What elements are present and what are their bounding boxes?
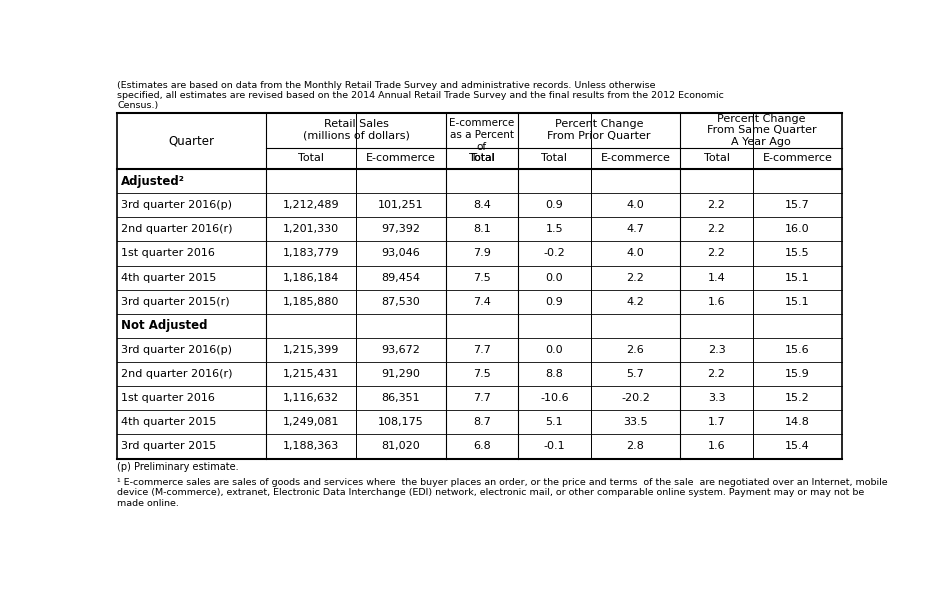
Text: 81,020: 81,020: [381, 441, 420, 452]
Text: 1,215,399: 1,215,399: [283, 345, 340, 355]
Text: -0.1: -0.1: [544, 441, 565, 452]
Text: 4.2: 4.2: [626, 297, 644, 307]
Text: 1.4: 1.4: [708, 273, 725, 283]
Text: 15.1: 15.1: [785, 297, 810, 307]
Text: 15.9: 15.9: [785, 369, 810, 379]
Text: 1,185,880: 1,185,880: [283, 297, 340, 307]
Text: 1,186,184: 1,186,184: [283, 273, 340, 283]
Text: 1,212,489: 1,212,489: [283, 201, 340, 210]
Text: 3rd quarter 2016(p): 3rd quarter 2016(p): [122, 201, 232, 210]
Text: -10.6: -10.6: [540, 393, 569, 403]
Text: 2.2: 2.2: [708, 369, 725, 379]
Text: ¹ E-commerce sales are sales of goods and services where  the buyer places an or: ¹ E-commerce sales are sales of goods an…: [117, 478, 887, 508]
Text: 1.6: 1.6: [708, 441, 725, 452]
Text: 8.7: 8.7: [473, 417, 490, 427]
Text: 4.7: 4.7: [626, 224, 644, 234]
Text: Percent Change
From Prior Quarter: Percent Change From Prior Quarter: [548, 120, 651, 141]
Text: 108,175: 108,175: [378, 417, 424, 427]
Text: 15.1: 15.1: [785, 273, 810, 283]
Text: 0.9: 0.9: [546, 201, 563, 210]
Text: E-commerce: E-commerce: [366, 154, 435, 164]
Text: 15.2: 15.2: [785, 393, 810, 403]
Text: 1,183,779: 1,183,779: [283, 249, 340, 258]
Text: 1,249,081: 1,249,081: [283, 417, 340, 427]
Text: 4th quarter 2015: 4th quarter 2015: [122, 417, 217, 427]
Text: 7.9: 7.9: [473, 249, 490, 258]
Text: 8.8: 8.8: [546, 369, 563, 379]
Text: 33.5: 33.5: [623, 417, 648, 427]
Text: Quarter: Quarter: [168, 134, 214, 148]
Text: 5.1: 5.1: [546, 417, 563, 427]
Text: 1,215,431: 1,215,431: [283, 369, 339, 379]
Text: 3rd quarter 2015: 3rd quarter 2015: [122, 441, 216, 452]
Text: 2.8: 2.8: [626, 441, 644, 452]
Text: 6.8: 6.8: [473, 441, 490, 452]
Text: Total: Total: [704, 154, 729, 164]
Text: 15.6: 15.6: [785, 345, 810, 355]
Text: Adjusted²: Adjusted²: [122, 174, 185, 187]
Text: 2nd quarter 2016(r): 2nd quarter 2016(r): [122, 224, 233, 234]
Text: 93,672: 93,672: [381, 345, 420, 355]
Text: (Estimates are based on data from the Monthly Retail Trade Survey and administra: (Estimates are based on data from the Mo…: [117, 80, 724, 110]
Text: 3.3: 3.3: [708, 393, 725, 403]
Text: 97,392: 97,392: [381, 224, 420, 234]
Text: 2nd quarter 2016(r): 2nd quarter 2016(r): [122, 369, 233, 379]
Text: 1.5: 1.5: [546, 224, 563, 234]
Text: 1.7: 1.7: [708, 417, 725, 427]
Text: E-commerce: E-commerce: [763, 154, 832, 164]
Text: -20.2: -20.2: [621, 393, 650, 403]
Text: 5.7: 5.7: [626, 369, 644, 379]
Text: Total: Total: [469, 154, 495, 164]
Text: Percent Change
From Same Quarter
A Year Ago: Percent Change From Same Quarter A Year …: [707, 114, 816, 147]
Text: 2.2: 2.2: [708, 224, 725, 234]
Text: 2.2: 2.2: [708, 249, 725, 258]
Text: 7.5: 7.5: [473, 369, 490, 379]
Text: 4.0: 4.0: [626, 201, 644, 210]
Text: 15.7: 15.7: [785, 201, 810, 210]
Text: 15.5: 15.5: [785, 249, 810, 258]
Text: 3rd quarter 2016(p): 3rd quarter 2016(p): [122, 345, 232, 355]
Text: 1st quarter 2016: 1st quarter 2016: [122, 249, 215, 258]
Text: 0.0: 0.0: [546, 273, 563, 283]
Text: 0.0: 0.0: [546, 345, 563, 355]
Text: 7.4: 7.4: [473, 297, 490, 307]
Text: 8.4: 8.4: [473, 201, 490, 210]
Text: 14.8: 14.8: [785, 417, 810, 427]
Text: 1.6: 1.6: [708, 297, 725, 307]
Text: 7.5: 7.5: [473, 273, 490, 283]
Text: 3rd quarter 2015(r): 3rd quarter 2015(r): [122, 297, 230, 307]
Text: E-commerce
as a Percent
of
Total: E-commerce as a Percent of Total: [449, 118, 515, 163]
Text: 15.4: 15.4: [785, 441, 810, 452]
Text: 87,530: 87,530: [381, 297, 420, 307]
Text: 8.1: 8.1: [473, 224, 490, 234]
Text: Total: Total: [541, 154, 567, 164]
Text: 86,351: 86,351: [382, 393, 420, 403]
Text: Not Adjusted: Not Adjusted: [122, 320, 208, 333]
Text: 101,251: 101,251: [378, 201, 424, 210]
Text: 7.7: 7.7: [473, 393, 490, 403]
Text: Retail Sales
(millions of dollars): Retail Sales (millions of dollars): [302, 120, 409, 141]
Text: 89,454: 89,454: [381, 273, 420, 283]
Text: 91,290: 91,290: [381, 369, 420, 379]
Text: Total: Total: [299, 154, 324, 164]
Text: 2.2: 2.2: [626, 273, 644, 283]
Text: 1st quarter 2016: 1st quarter 2016: [122, 393, 215, 403]
Text: 1,188,363: 1,188,363: [283, 441, 339, 452]
Text: 0.9: 0.9: [546, 297, 563, 307]
Text: 16.0: 16.0: [785, 224, 810, 234]
Text: 93,046: 93,046: [381, 249, 420, 258]
Text: 2.2: 2.2: [708, 201, 725, 210]
Text: (p) Preliminary estimate.: (p) Preliminary estimate.: [117, 462, 239, 472]
Text: 2.3: 2.3: [708, 345, 725, 355]
Text: 2.6: 2.6: [626, 345, 644, 355]
Text: 4.0: 4.0: [626, 249, 644, 258]
Text: 7.7: 7.7: [473, 345, 490, 355]
Text: 1,201,330: 1,201,330: [283, 224, 339, 234]
Text: 4th quarter 2015: 4th quarter 2015: [122, 273, 217, 283]
Text: E-commerce: E-commerce: [601, 154, 670, 164]
Text: -0.2: -0.2: [544, 249, 565, 258]
Text: 1,116,632: 1,116,632: [283, 393, 339, 403]
